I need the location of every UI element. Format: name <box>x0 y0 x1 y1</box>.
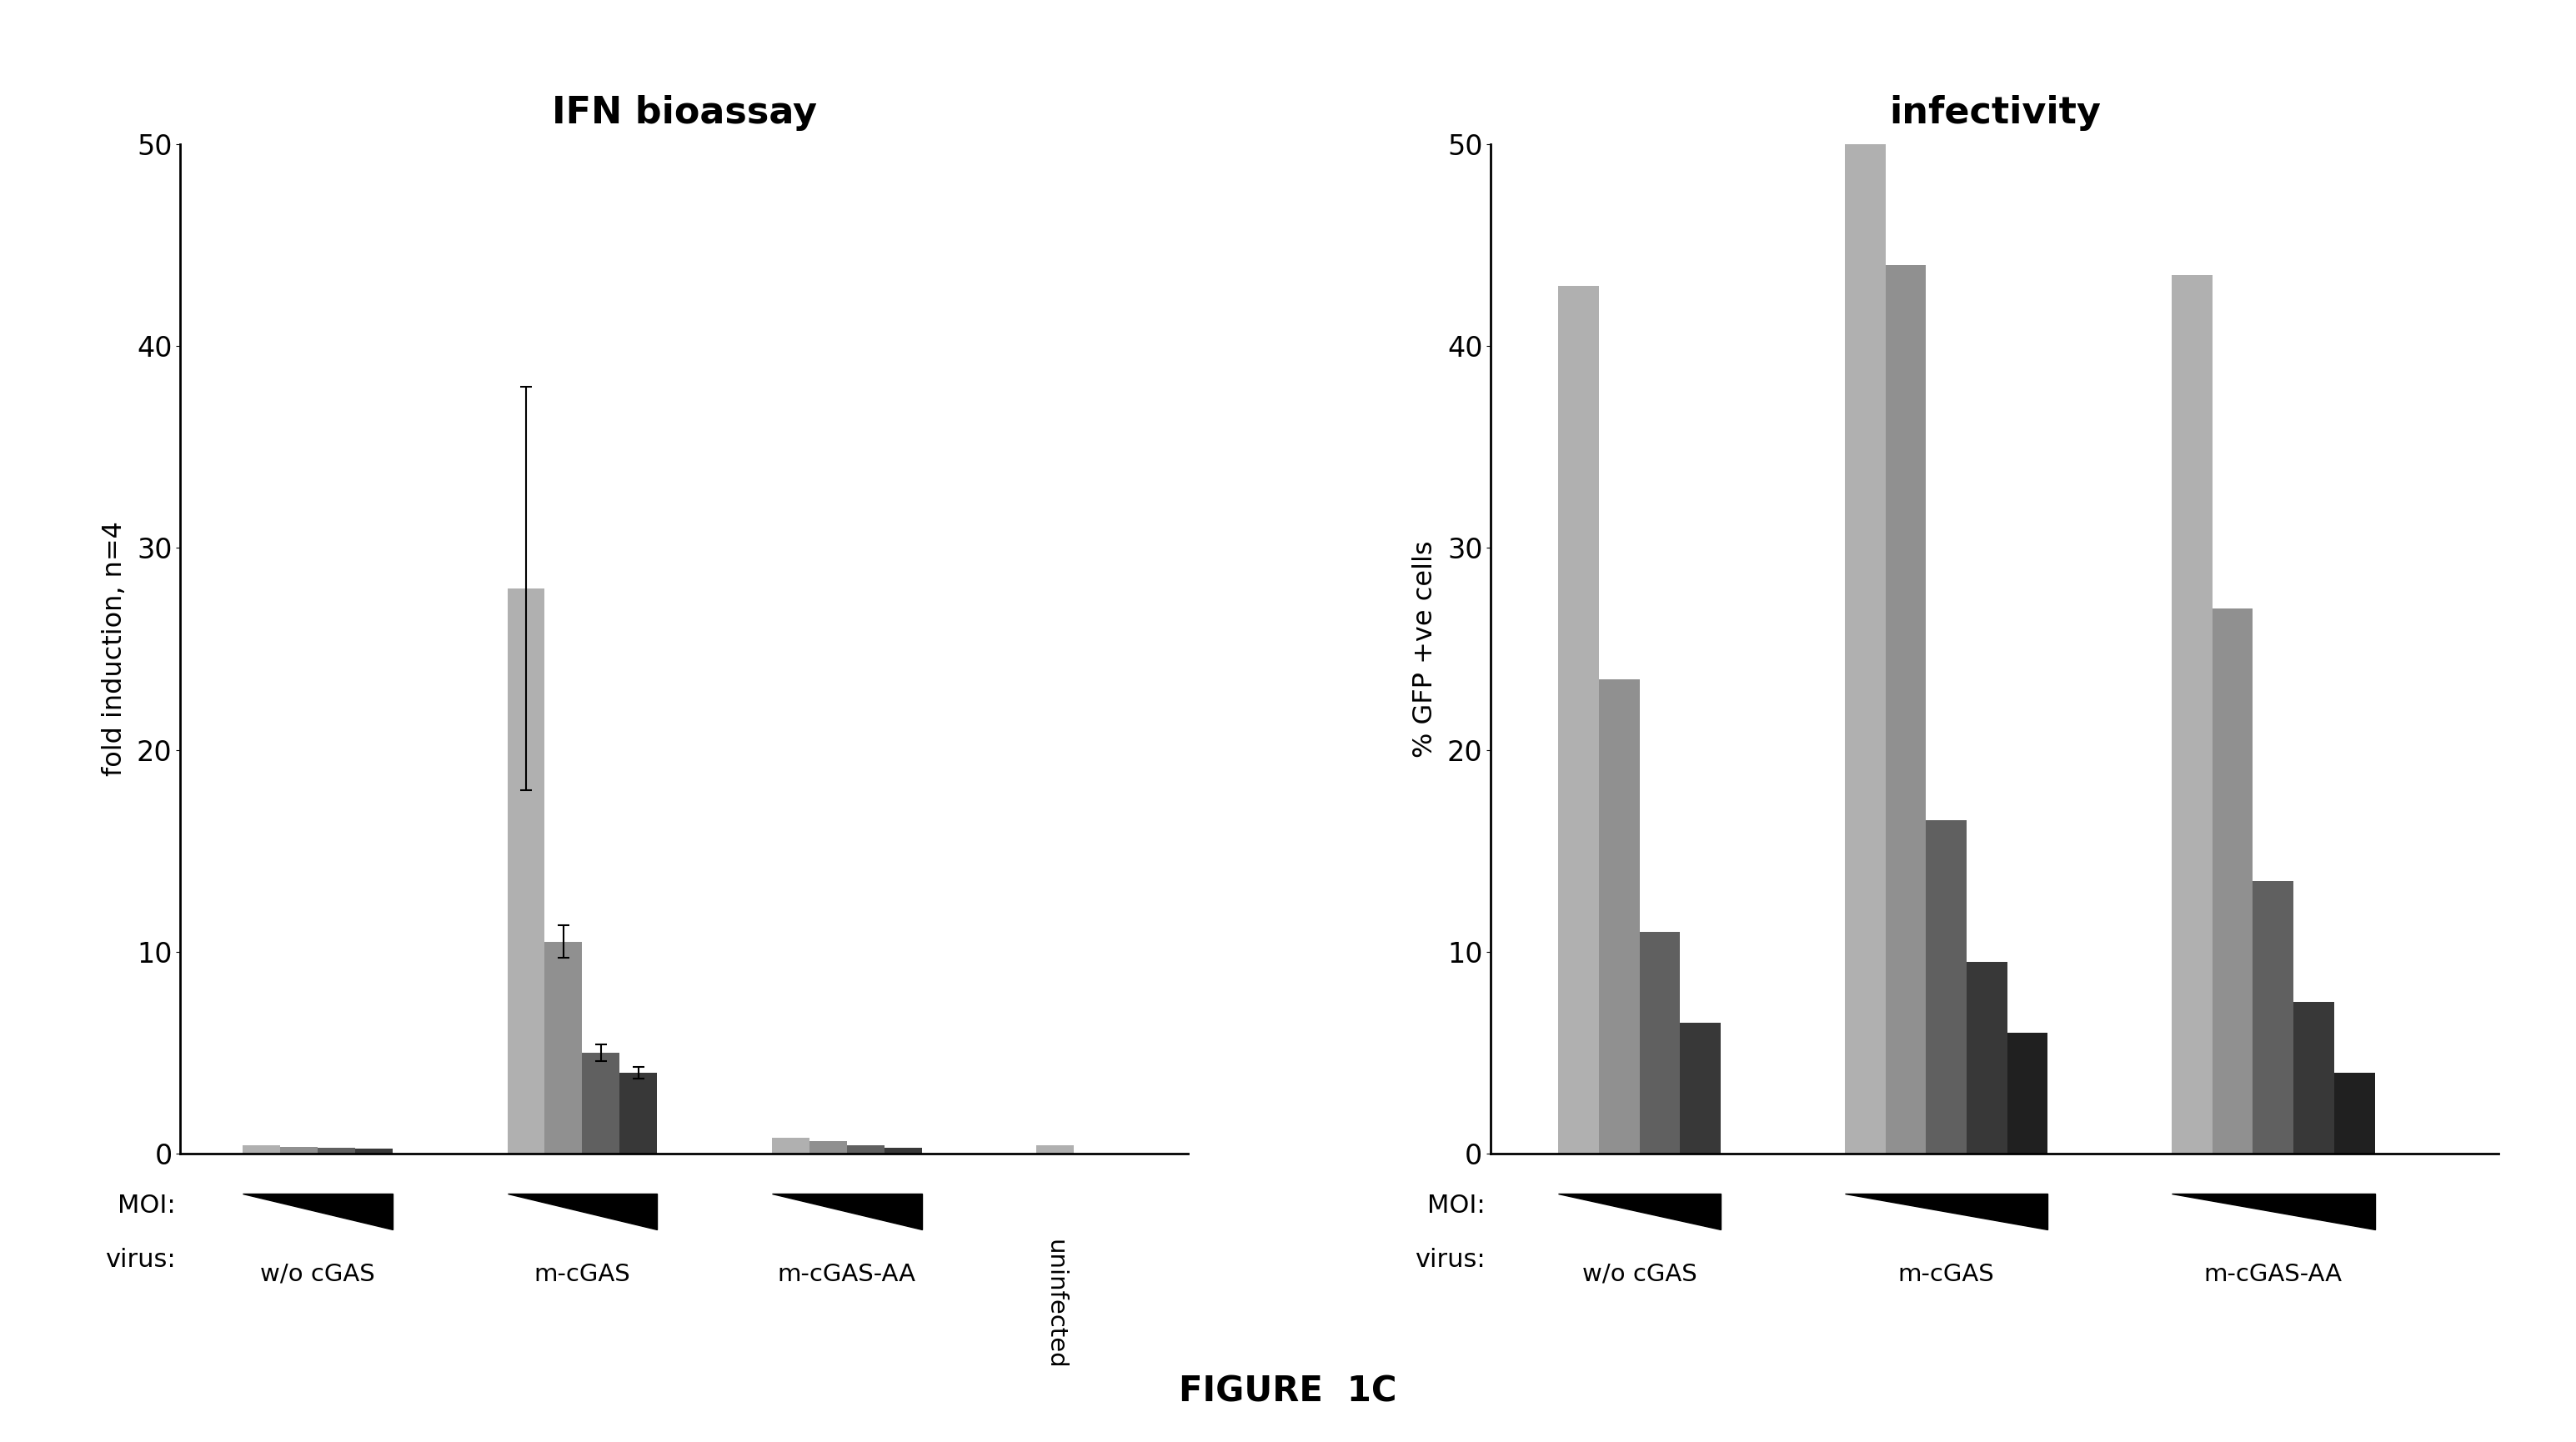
Bar <box>848 1145 884 1154</box>
Polygon shape <box>773 1194 922 1229</box>
Bar <box>2293 1002 2334 1154</box>
Title: IFN bioassay: IFN bioassay <box>551 95 817 131</box>
Text: m-cGAS: m-cGAS <box>1899 1263 1994 1286</box>
Bar <box>507 588 544 1154</box>
Y-axis label: % GFP +ve cells: % GFP +ve cells <box>1412 541 1437 757</box>
Y-axis label: fold induction, n=4: fold induction, n=4 <box>100 522 126 776</box>
Bar <box>1927 820 1965 1154</box>
Bar <box>242 1145 281 1154</box>
Text: FIGURE  1C: FIGURE 1C <box>1180 1374 1396 1409</box>
Bar <box>884 1148 922 1154</box>
Bar <box>621 1073 657 1154</box>
Polygon shape <box>1558 1194 1721 1229</box>
Bar <box>1558 286 1600 1154</box>
Polygon shape <box>2172 1194 2375 1229</box>
Bar <box>809 1142 848 1154</box>
Text: m-cGAS-AA: m-cGAS-AA <box>2205 1263 2342 1286</box>
Text: MOI:: MOI: <box>118 1194 175 1218</box>
Text: virus:: virus: <box>1414 1247 1486 1272</box>
Bar <box>773 1138 809 1154</box>
Text: m-cGAS: m-cGAS <box>533 1263 631 1286</box>
Bar <box>317 1148 355 1154</box>
Polygon shape <box>242 1194 392 1229</box>
Bar <box>582 1053 621 1154</box>
Bar <box>1886 265 1927 1154</box>
Polygon shape <box>1844 1194 2048 1229</box>
Text: virus:: virus: <box>106 1247 175 1272</box>
Title: infectivity: infectivity <box>1888 95 2099 131</box>
Bar <box>2254 881 2293 1154</box>
Text: w/o cGAS: w/o cGAS <box>260 1263 376 1286</box>
Text: MOI:: MOI: <box>1427 1194 1486 1218</box>
Bar <box>1844 144 1886 1154</box>
Text: w/o cGAS: w/o cGAS <box>1582 1263 1698 1286</box>
Polygon shape <box>507 1194 657 1229</box>
Text: uninfected: uninfected <box>1043 1239 1066 1368</box>
Bar <box>2213 609 2254 1154</box>
Bar <box>1600 679 1638 1154</box>
Bar <box>1638 932 1680 1154</box>
Bar <box>2334 1073 2375 1154</box>
Bar <box>355 1148 392 1154</box>
Bar <box>281 1146 317 1154</box>
Bar <box>1680 1022 1721 1154</box>
Bar <box>544 942 582 1154</box>
Bar <box>1965 962 2007 1154</box>
Bar <box>1036 1145 1074 1154</box>
Bar <box>2172 275 2213 1154</box>
Text: m-cGAS-AA: m-cGAS-AA <box>778 1263 917 1286</box>
Bar <box>2007 1032 2048 1154</box>
